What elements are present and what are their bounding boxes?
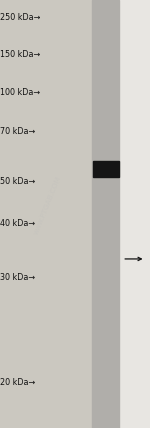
Text: 50 kDa→: 50 kDa→ (0, 177, 35, 186)
Bar (93, 161, 119, 177)
Bar (92, 0, 119, 428)
Text: 20 kDa→: 20 kDa→ (0, 377, 35, 387)
Text: 70 kDa→: 70 kDa→ (0, 127, 35, 137)
Text: 30 kDa→: 30 kDa→ (0, 273, 35, 282)
Bar (119, 0, 150, 428)
Text: www.PTGAB.COM: www.PTGAB.COM (33, 175, 63, 236)
Text: 40 kDa→: 40 kDa→ (0, 219, 35, 228)
Text: 100 kDa→: 100 kDa→ (0, 88, 40, 97)
Text: 250 kDa→: 250 kDa→ (0, 13, 40, 23)
Text: 150 kDa→: 150 kDa→ (0, 50, 40, 59)
